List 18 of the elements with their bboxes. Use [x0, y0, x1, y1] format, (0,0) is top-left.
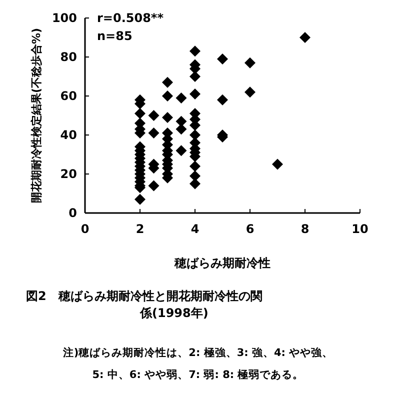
x-tick-label: 8: [300, 222, 310, 236]
y-tick-label: 20: [60, 167, 77, 182]
x-tick-label: 10: [352, 222, 368, 236]
annotation: n=85: [97, 29, 132, 43]
y-tick-label: 60: [60, 89, 77, 104]
y-tick-label: 80: [60, 50, 77, 64]
annotation: r=0.508**: [97, 11, 164, 25]
x-tick-label: 0: [80, 222, 90, 236]
y-tick-label: 40: [60, 128, 77, 142]
y-tick-label: 0: [68, 206, 77, 220]
y-axis-title: 開花期耐冷性検定結果(不稔歩合%): [30, 28, 43, 204]
x-tick-label: 4: [190, 222, 200, 236]
x-axis-title: 穂ばらみ期耐冷性: [174, 256, 270, 270]
text: 図2 穂ばらみ期耐冷性と開花期耐冷性の関係(1998年): [26, 289, 262, 320]
y-tick-label: 100: [52, 11, 77, 26]
x-tick-label: 2: [136, 222, 144, 236]
text: 注)穂ばらみ期耐冷性は、2: 極強、3: 強、4: やや強、5: 中、6: やや弱、7: 弱: 8: 極弱である。: [62, 346, 334, 381]
x-tick-label: 6: [246, 222, 254, 236]
